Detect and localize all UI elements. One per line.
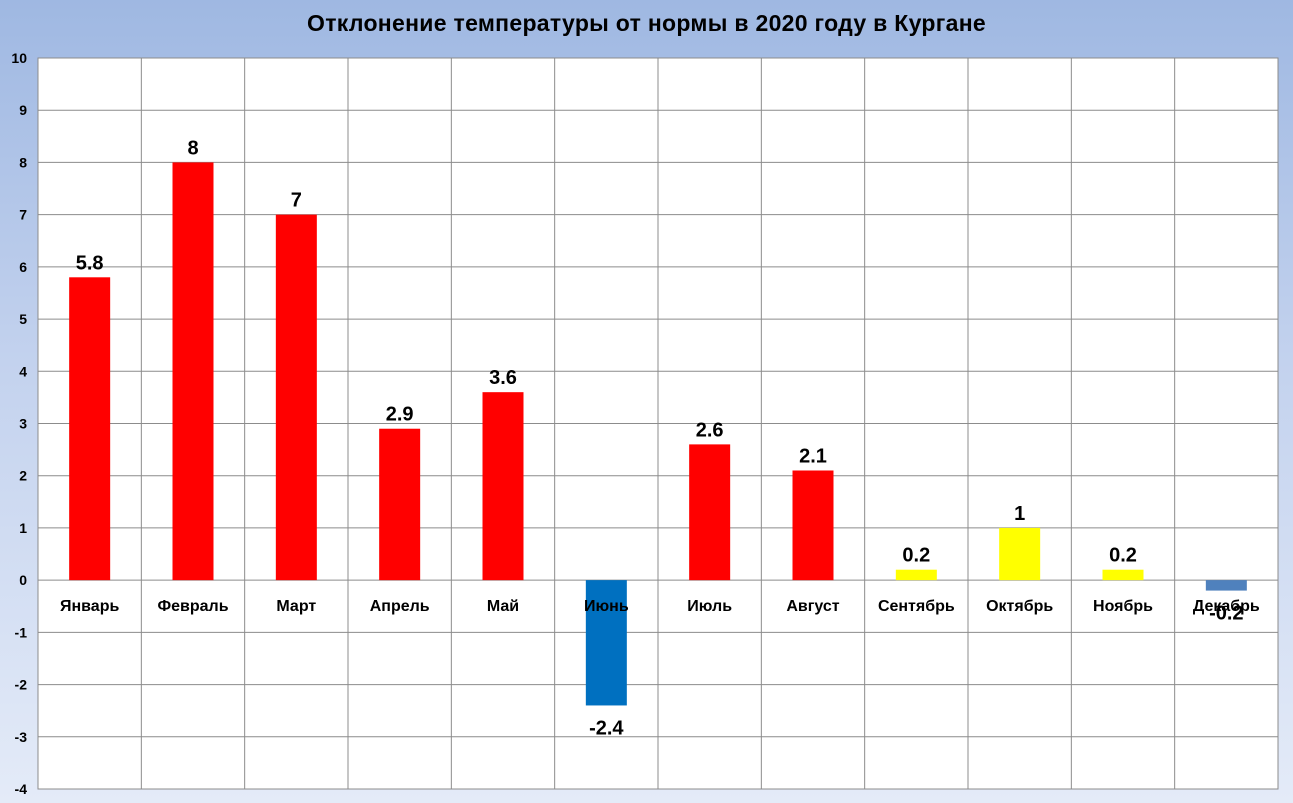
y-tick-label: 4 <box>19 363 27 379</box>
data-label: 2.9 <box>386 404 414 426</box>
y-tick-label: -4 <box>15 781 28 797</box>
bar <box>379 428 421 581</box>
data-label: 2.1 <box>799 445 827 467</box>
data-label: -2.4 <box>589 717 624 739</box>
data-label: 0.2 <box>1109 545 1137 567</box>
data-label: 2.6 <box>696 419 724 441</box>
y-tick-label: 2 <box>19 468 27 484</box>
category-label: Сентябрь <box>878 598 955 615</box>
category-label: Август <box>786 598 839 615</box>
category-label: Ноябрь <box>1093 598 1153 615</box>
y-tick-label: 0 <box>19 572 27 588</box>
bar <box>1102 569 1144 581</box>
y-tick-label: 8 <box>19 154 27 170</box>
bars <box>69 162 1247 706</box>
bar <box>482 392 524 581</box>
bar <box>792 470 834 581</box>
vertical-gridlines <box>140 58 1176 789</box>
data-label: 5.8 <box>76 252 104 274</box>
y-tick-label: 6 <box>19 259 27 275</box>
data-label: 0.2 <box>902 545 930 567</box>
category-labels: Январь Февраль Март Апрель Май Июнь Июль Август… <box>60 598 1260 615</box>
bar <box>689 444 731 581</box>
data-label: 1 <box>1014 503 1025 525</box>
bar <box>172 162 214 581</box>
category-label: Январь <box>60 598 119 615</box>
category-label: Февраль <box>157 598 228 615</box>
category-label: Декабрь <box>1193 598 1260 615</box>
y-tick-label: -3 <box>15 729 28 745</box>
y-tick-label: 1 <box>19 520 27 536</box>
bar <box>1205 580 1247 591</box>
category-label: Март <box>276 598 316 615</box>
bar <box>275 214 317 581</box>
bar <box>585 580 627 706</box>
category-label: Апрель <box>370 598 430 615</box>
category-label: Июнь <box>584 598 629 615</box>
data-labels: 5.8 8 7 2.9 3.6 -2.4 2.6 2.1 0.2 1 0.2 -0.2 <box>76 137 1244 739</box>
data-label: -0.2 <box>1209 603 1243 625</box>
category-label: Октябрь <box>986 598 1053 615</box>
data-label: 3.6 <box>489 367 517 389</box>
bar <box>999 527 1041 581</box>
bar <box>69 277 111 581</box>
y-tick-label: 9 <box>19 102 27 118</box>
category-label: Июль <box>687 598 732 615</box>
y-tick-label: -1 <box>15 624 28 640</box>
chart-title: Отклонение температуры от нормы в 2020 г… <box>307 10 986 36</box>
y-tick-label: 10 <box>11 50 27 66</box>
y-tick-label: 3 <box>19 416 27 432</box>
bar <box>895 569 937 581</box>
y-tick-label: 7 <box>19 207 27 223</box>
y-tick-label: 5 <box>19 311 27 327</box>
y-tick-label: -2 <box>15 677 28 693</box>
data-label: 7 <box>291 190 302 212</box>
category-label: Май <box>487 598 519 615</box>
data-label: 8 <box>187 137 198 159</box>
